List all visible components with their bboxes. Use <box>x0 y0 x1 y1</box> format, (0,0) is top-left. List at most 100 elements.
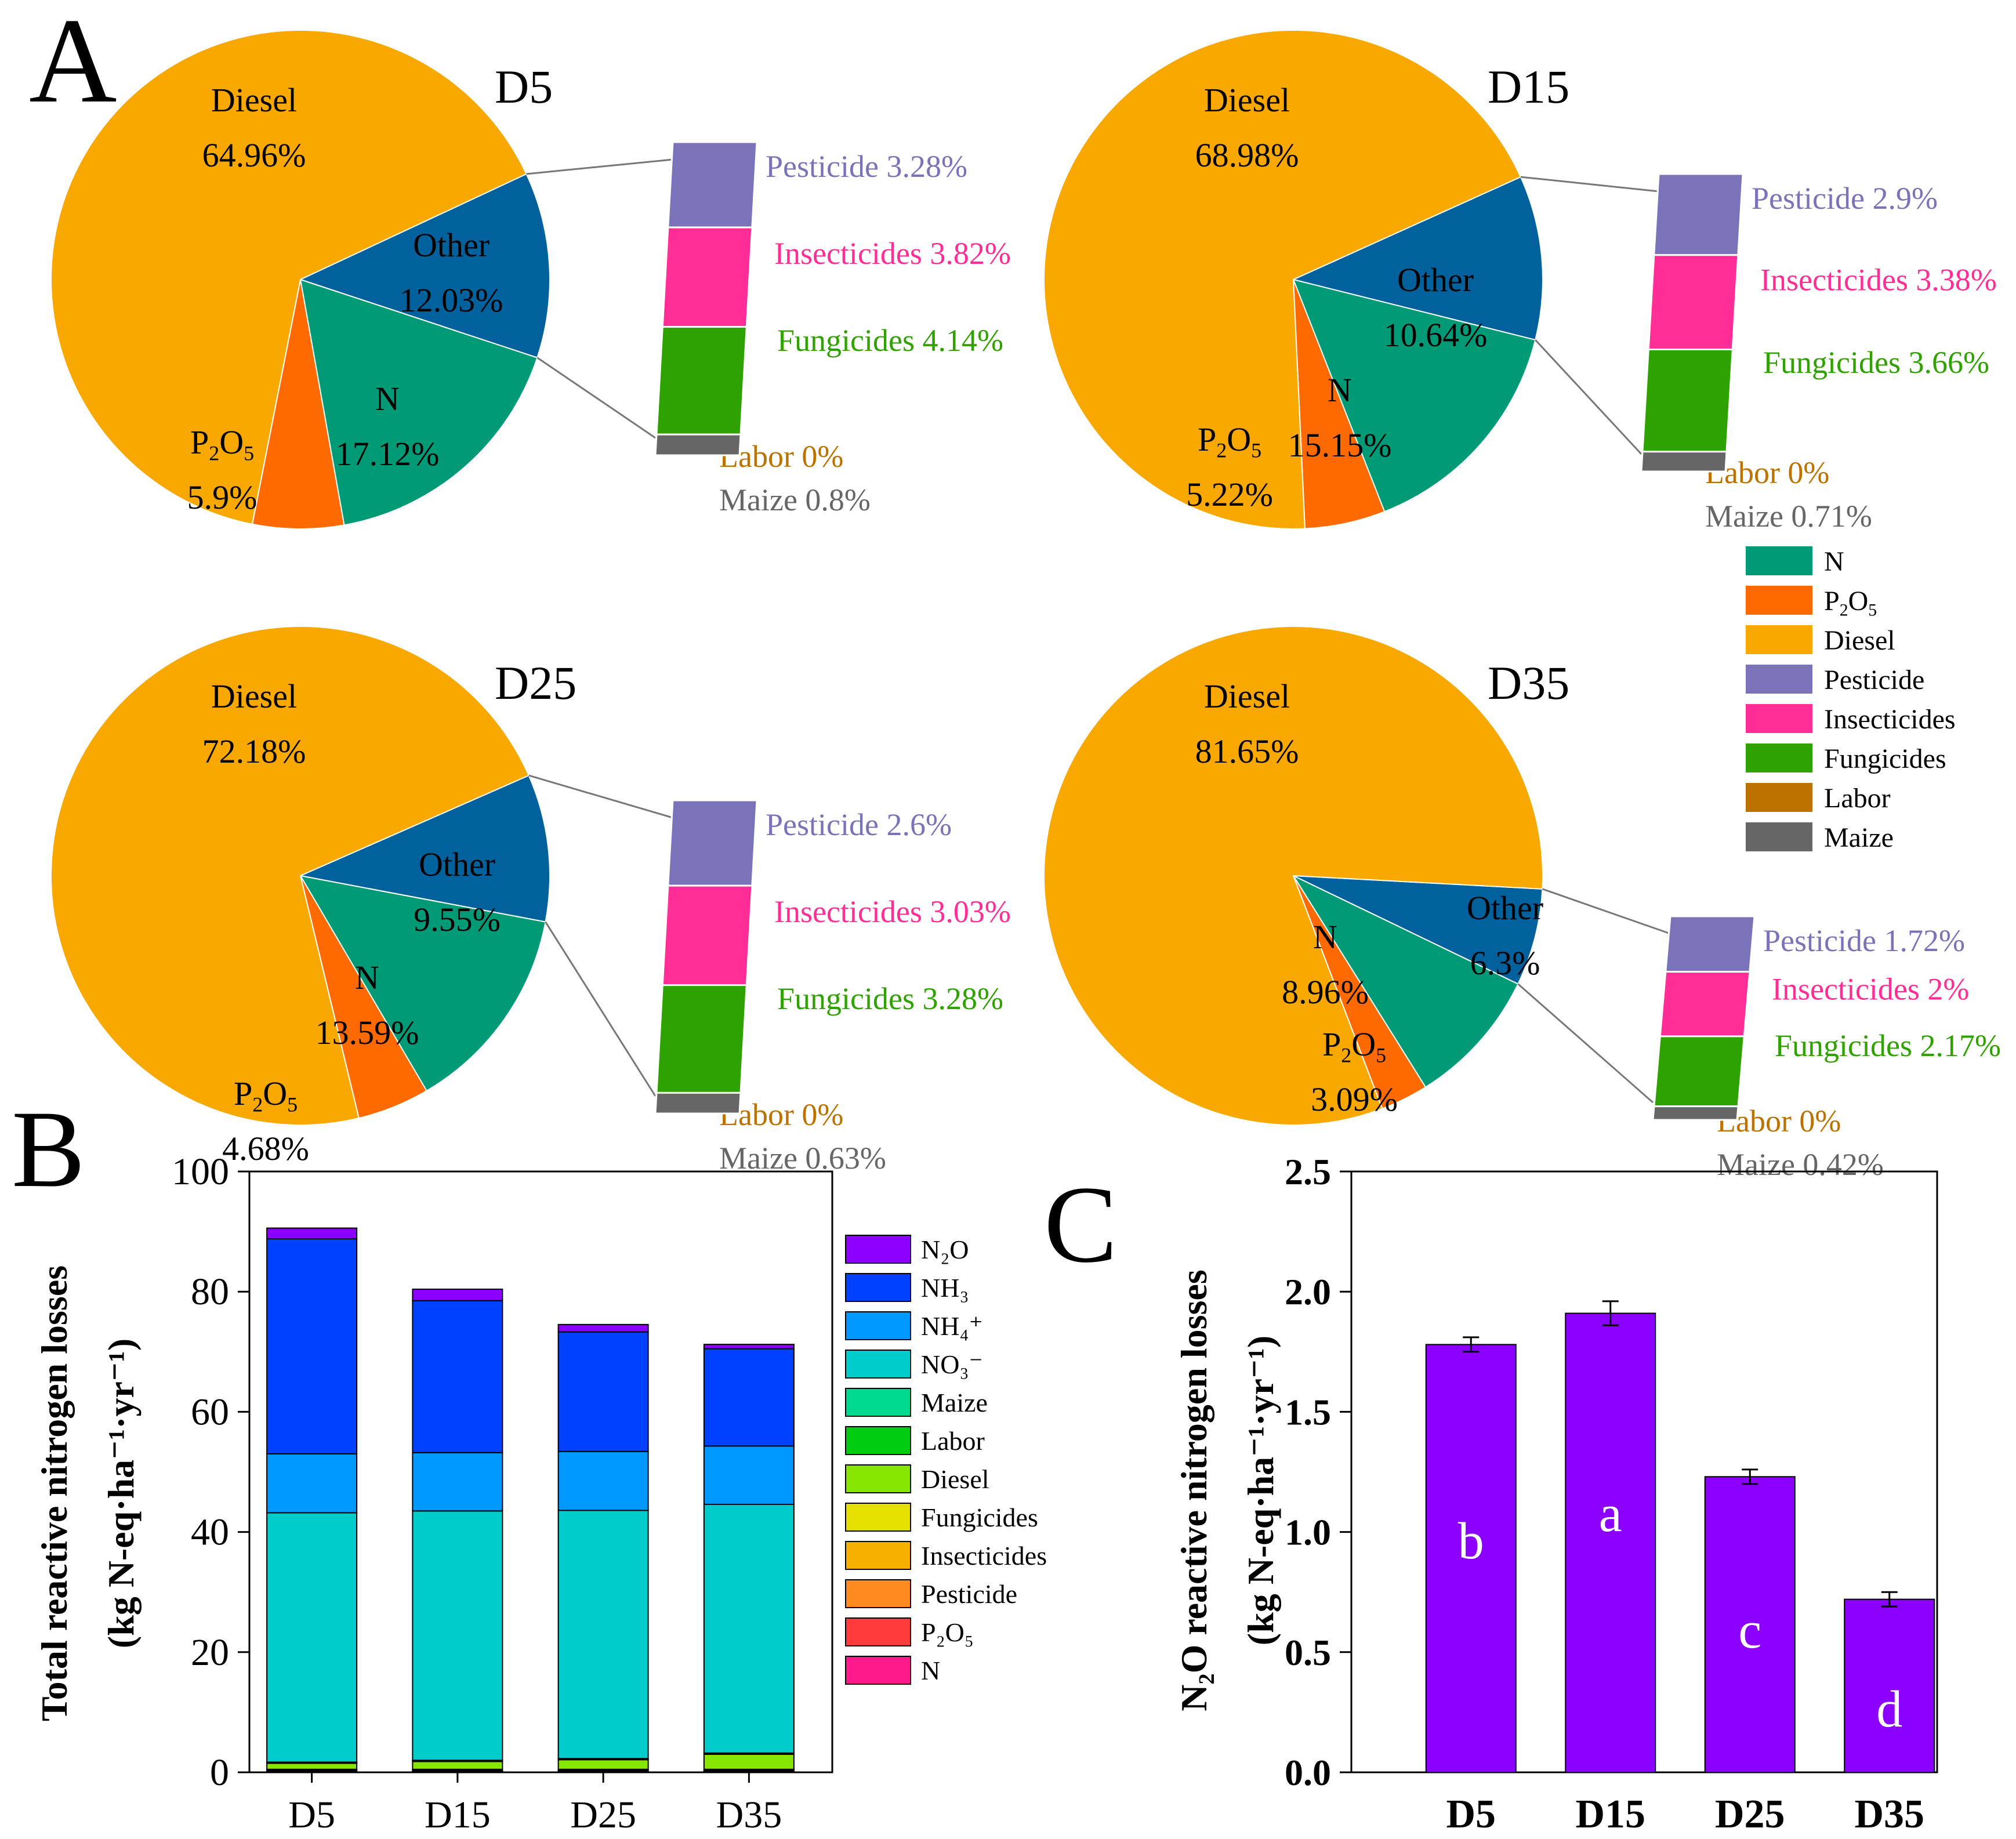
bar-segment-n2o <box>412 1288 503 1301</box>
bar-d5 <box>1425 1344 1517 1773</box>
significance-letter: c <box>1738 1602 1761 1659</box>
y-tick-label: 0.5 <box>1285 1632 1331 1673</box>
bar-segment-nh3 <box>557 1331 649 1452</box>
legend-swatch-p2o5 <box>1746 586 1812 615</box>
slice-label-p2o5: P2O5 <box>1198 420 1261 462</box>
slice-pct-other: 12.03% <box>400 281 503 319</box>
other-segment-pesticide <box>1665 915 1756 973</box>
y-tick-label: 0 <box>210 1751 229 1794</box>
bar-segment-diesel <box>557 1759 649 1770</box>
bar-segment-nh3 <box>703 1348 795 1447</box>
significance-letter: b <box>1458 1512 1484 1570</box>
y-tick-label: 100 <box>172 1151 229 1193</box>
slice-label-n: N <box>375 380 400 418</box>
slice-pct-n: 15.15% <box>1288 426 1392 464</box>
other-segment-insecticides <box>1659 971 1751 1038</box>
connector-line-bottom <box>1535 339 1642 455</box>
slice-label-n: N <box>1313 918 1337 956</box>
legend-label-insecticides: Insecticides <box>1824 704 1956 735</box>
slice-pct-other: 9.55% <box>414 901 501 938</box>
other-segment-insecticides <box>661 884 753 986</box>
legend-swatch-fungicides <box>845 1503 911 1532</box>
significance-letter: a <box>1599 1485 1622 1543</box>
panel-label-c: C <box>1044 1164 1118 1286</box>
slice-label-p2o5: P2O5 <box>190 423 254 465</box>
other-label-pesticide: Pesticide 1.72% <box>1763 923 1965 958</box>
other-segment-pesticide <box>667 799 758 887</box>
bar-segment-no3 <box>703 1503 795 1754</box>
slice-pct-p2o5: 5.22% <box>1186 476 1273 513</box>
legend-label-n: N <box>921 1656 940 1685</box>
chart-b-ylabel-line2: (kg N-eq·ha⁻¹·yr⁻¹) <box>100 1339 142 1648</box>
legend-swatch-n <box>1746 546 1812 575</box>
bar-segment-n2o <box>703 1344 795 1350</box>
legend-label-nh4: NH₄⁺ <box>921 1311 983 1341</box>
plot-frame <box>248 1170 833 1773</box>
slice-pct-diesel: 68.98% <box>1195 136 1299 174</box>
x-tick-label: D25 <box>1715 1792 1785 1837</box>
slice-label-n: N <box>1328 371 1352 409</box>
legend-label-pesticide: Pesticide <box>921 1579 1017 1609</box>
pie-slice-other <box>1293 875 1543 985</box>
legend-label-n: N <box>1824 546 1844 577</box>
chart-c-ylabel-line1: N₂O reactive nitrogen losses <box>1173 1269 1214 1711</box>
bar-d15 <box>1565 1312 1656 1773</box>
legend-swatch-diesel <box>1746 625 1812 654</box>
pie-slice-diesel <box>50 30 527 525</box>
bar-segment-nh4 <box>412 1452 503 1512</box>
legend-swatch-pesticide <box>845 1579 911 1608</box>
other-label-fungicides: Fungicides 4.14% <box>777 323 1003 358</box>
legend-label-nh3: NH₃ <box>921 1273 969 1303</box>
other-label-maize: Maize 0.63% <box>719 1141 886 1176</box>
legend-label-maize: Maize <box>1824 822 1894 853</box>
legend-swatch-n <box>845 1656 911 1685</box>
other-segment-maize <box>654 1091 742 1115</box>
slice-pct-n: 17.12% <box>336 435 440 473</box>
other-segment-fungicides <box>1641 349 1734 453</box>
slice-pct-diesel: 81.65% <box>1195 732 1299 770</box>
legend-label-fungicides: Fungicides <box>1824 743 1946 774</box>
other-label-maize: Maize 0.8% <box>719 483 871 517</box>
other-label-fungicides: Fungicides 3.66% <box>1763 345 1989 380</box>
pie-title: D35 <box>1488 656 1569 709</box>
other-label-insecticides: Insecticides 3.03% <box>774 894 1011 929</box>
legend-swatch-p2o5 <box>845 1617 911 1646</box>
legend-swatch-diesel <box>845 1464 911 1493</box>
slice-label-n: N <box>355 959 379 996</box>
other-segment-pesticide <box>667 141 758 228</box>
y-tick-label: 1.0 <box>1285 1512 1331 1553</box>
x-tick-label: D25 <box>570 1794 636 1836</box>
pie-slice-n <box>299 875 546 1092</box>
x-tick-label: D35 <box>716 1794 782 1836</box>
legend-label-diesel: Diesel <box>921 1464 989 1494</box>
pie-title: D5 <box>495 60 553 113</box>
slice-pct-n: 8.96% <box>1282 973 1369 1011</box>
pie-slice-n <box>1292 874 1519 1088</box>
other-label-fungicides: Fungicides 2.17% <box>1775 1028 2001 1063</box>
y-tick-label: 60 <box>191 1391 229 1433</box>
y-tick-label: 20 <box>191 1631 229 1674</box>
bar-segment-no3 <box>266 1512 358 1763</box>
other-segment-fungicides <box>655 325 748 436</box>
pie-title: D15 <box>1488 60 1569 113</box>
other-label-insecticides: Insecticides 2% <box>1772 972 1969 1007</box>
bar-segment-no3 <box>412 1510 503 1761</box>
pie-slice-p2o5 <box>1293 279 1386 529</box>
stacked-bar-chart: 0 20 40 60 80 100 D5 D15 D25 D35 N₂O NH₃ NH₄⁺ NO₃⁻ Mai… <box>172 1151 1047 1836</box>
connector-line-bottom <box>1517 983 1654 1104</box>
panel-label-a: A <box>29 0 117 128</box>
slice-label-diesel: Diesel <box>1204 677 1290 715</box>
connector-line-top <box>526 158 673 175</box>
slice-pct-diesel: 64.96% <box>202 136 306 174</box>
pie-slice-diesel <box>50 626 530 1126</box>
slice-label-other: Other <box>413 226 490 264</box>
legend-swatch-labor <box>845 1426 911 1455</box>
other-label-insecticides: Insecticides 3.82% <box>774 236 1011 271</box>
bar-segment-nh3 <box>266 1238 358 1454</box>
legend-swatch-maize <box>845 1388 911 1417</box>
slice-label-p2o5: P2O5 <box>1322 1025 1386 1067</box>
slice-label-diesel: Diesel <box>211 677 297 715</box>
legend-swatch-pesticide <box>1746 665 1812 694</box>
y-tick-label: 40 <box>191 1511 229 1554</box>
legend-swatch-nh4 <box>845 1311 911 1340</box>
